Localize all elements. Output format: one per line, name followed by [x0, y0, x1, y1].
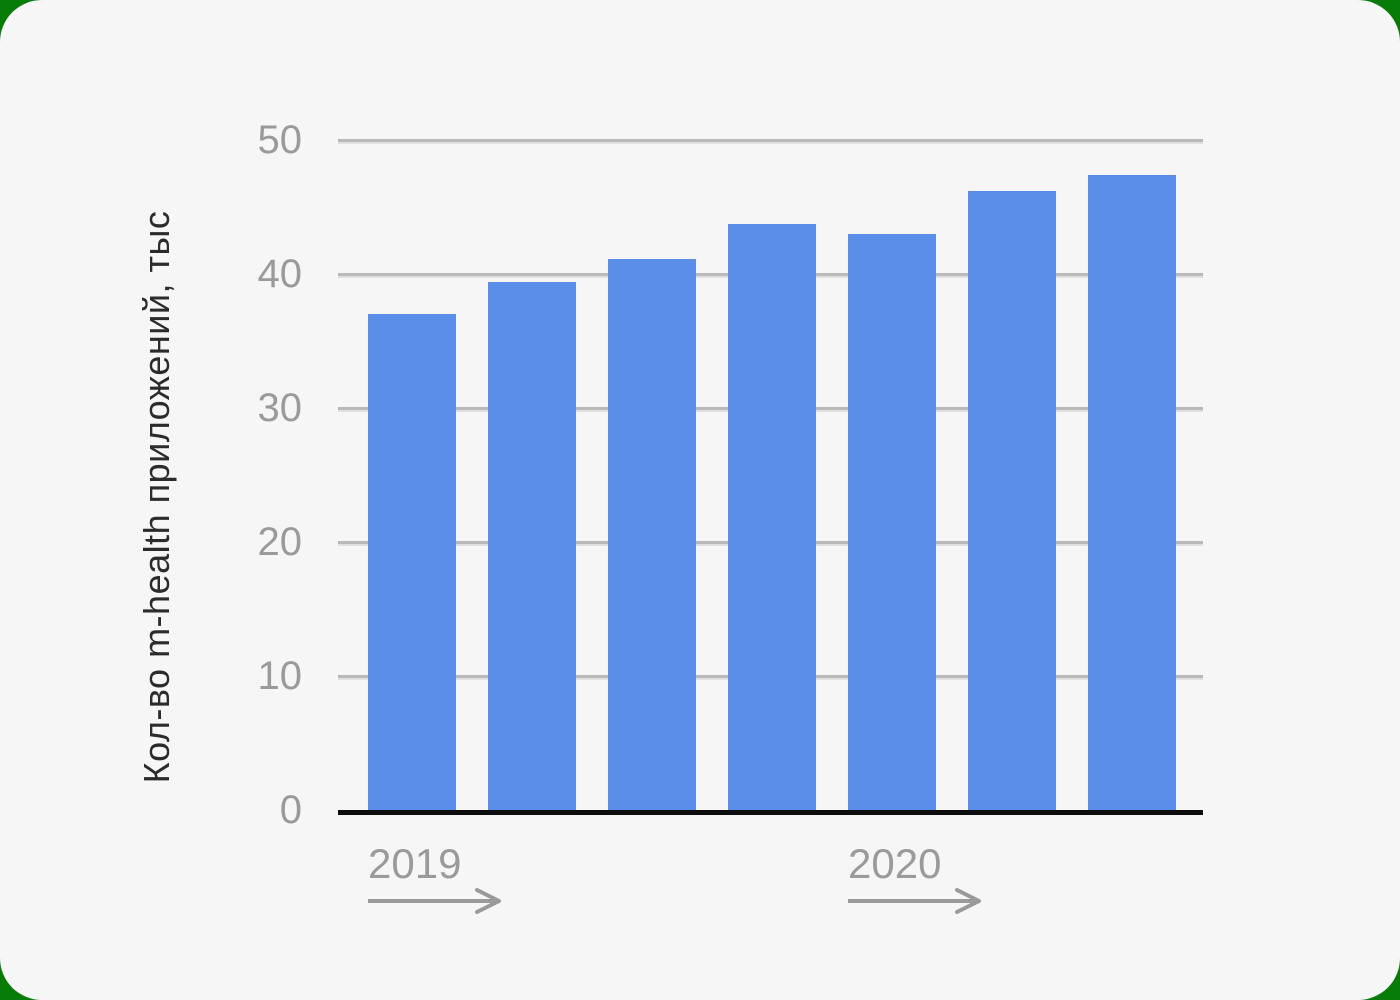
bar-4 [728, 224, 816, 810]
y-tick-label-40: 40 [257, 252, 303, 296]
bar-6 [968, 190, 1056, 810]
bar-2 [488, 282, 576, 810]
bar-3 [608, 259, 696, 810]
y-tick-label-50: 50 [257, 118, 303, 162]
x-axis-label-group-2019: 2019 [368, 840, 504, 915]
arrow-right-icon [848, 888, 981, 915]
bar-1 [368, 314, 456, 810]
y-tick-label-30: 30 [257, 386, 303, 430]
gridline-50 [338, 139, 1203, 142]
bar-7 [1088, 174, 1176, 810]
plot-area [338, 139, 1203, 815]
x-axis-label-group-2020: 2020 [848, 840, 984, 915]
x-axis-label-2019: 2019 [368, 840, 462, 887]
x-axis-line [338, 810, 1203, 815]
x-axis-label-2020: 2020 [848, 840, 942, 887]
arrow-right-icon [368, 888, 501, 915]
y-tick-label-20: 20 [257, 520, 303, 564]
y-axis-title: Кол-во m-health приложений, тыс [136, 210, 177, 784]
y-tick-label-0: 0 [279, 788, 302, 832]
y-tick-label-10: 10 [257, 654, 303, 698]
bar-5 [848, 233, 936, 810]
